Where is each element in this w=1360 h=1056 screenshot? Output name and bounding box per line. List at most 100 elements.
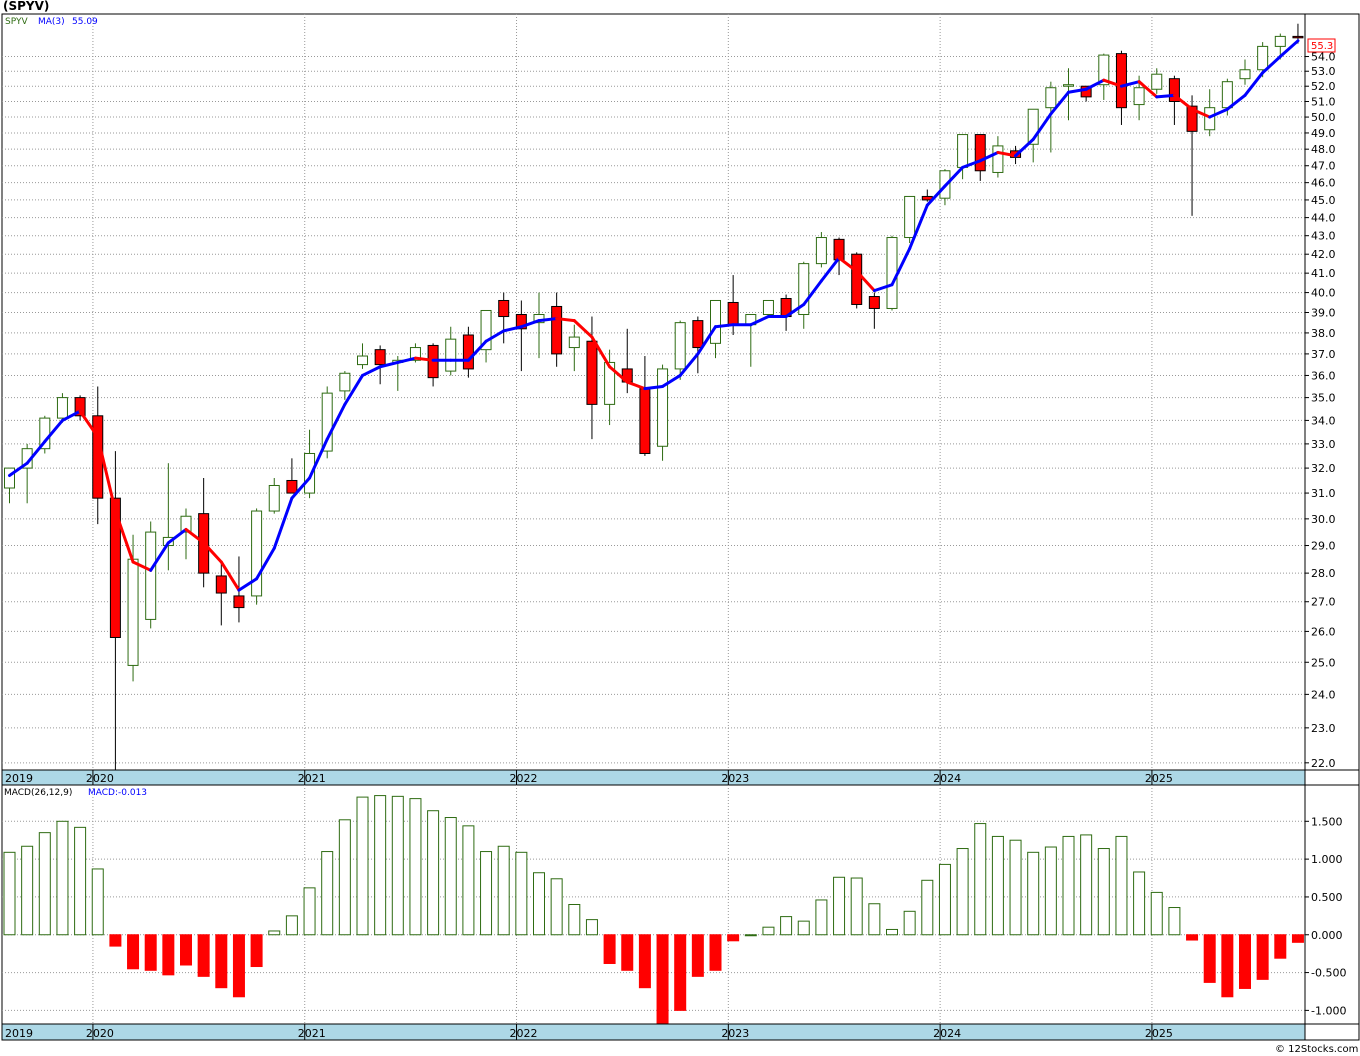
ma-segment [643, 384, 665, 391]
macd-bar [3, 851, 16, 936]
macd-bar [1203, 934, 1216, 983]
candle [1027, 108, 1039, 163]
price-tick-label: 42.0 [1311, 248, 1336, 261]
candle-body [233, 595, 245, 609]
macd-bar [868, 903, 881, 936]
price-tick-label: 54.0 [1311, 51, 1336, 64]
candle [515, 300, 527, 372]
macd-bar [1044, 846, 1057, 936]
macd-bar [1274, 934, 1287, 959]
macd-bar [1009, 839, 1022, 936]
macd-bar [109, 934, 122, 947]
candle-body [798, 263, 810, 316]
ma-segment [308, 437, 329, 480]
candle-body [180, 515, 192, 533]
candle [321, 386, 333, 459]
candle [339, 371, 351, 400]
price-tick-label: 24.0 [1311, 688, 1336, 701]
ma-segment [890, 247, 912, 287]
macd-bar [621, 934, 634, 971]
ma-segment [78, 409, 100, 439]
candle-body [815, 237, 827, 265]
price-axis-frame [1304, 13, 1360, 771]
candle [798, 261, 810, 329]
ma-segment [1225, 93, 1247, 111]
candle-body [357, 355, 368, 366]
time-axis-label: 2020 [86, 1027, 114, 1040]
candle-body [145, 531, 157, 620]
ma-segment [1031, 112, 1053, 141]
ma-segment [484, 329, 506, 343]
macd-bar [427, 810, 440, 936]
candle [1045, 81, 1057, 153]
price-tick-label: 35.0 [1311, 392, 1336, 405]
ma-segment [60, 409, 82, 422]
ma-segment [837, 256, 859, 273]
ma-segment [166, 527, 188, 545]
macd-bar [1027, 851, 1040, 936]
candle-body [109, 497, 121, 638]
ma-segment [608, 365, 629, 384]
time-axis-label: 2019 [5, 1027, 33, 1040]
candle [604, 349, 616, 426]
time-axis-label: 2025 [1145, 1027, 1173, 1040]
macd-bar [903, 910, 916, 936]
ma-segment [502, 325, 523, 333]
ma-segment [290, 476, 312, 500]
macd-bar [391, 795, 404, 936]
ma-segment [749, 315, 770, 327]
ma-segment [413, 356, 435, 362]
candle-body [462, 334, 474, 370]
macd-bar [603, 934, 616, 964]
macd-bar [568, 904, 581, 936]
ma-segment [1208, 107, 1229, 119]
candle-body [1168, 78, 1180, 102]
ma-segment [784, 302, 806, 319]
candle [268, 477, 280, 514]
candle [357, 343, 368, 369]
macd-bar [144, 934, 157, 971]
price-candles [4, 23, 1304, 781]
macd-bar [1256, 934, 1269, 980]
ma-segment [572, 319, 594, 339]
candle-body [1063, 84, 1074, 87]
ma-segment [255, 546, 276, 581]
candle-body [445, 338, 457, 372]
last-price-box [1307, 38, 1336, 53]
candle-body [498, 299, 510, 318]
ma-segment [625, 380, 647, 391]
candle-body [674, 322, 686, 370]
macd-bar [1168, 907, 1181, 936]
macd-bar [497, 845, 510, 936]
macd-bar [674, 934, 687, 1011]
candle-body [974, 134, 986, 172]
ma-segment [1014, 137, 1035, 158]
macd-bar [921, 879, 934, 936]
macd-bar [1133, 871, 1146, 936]
macd-bar [1115, 835, 1128, 936]
legend-ma-value: 55.09 [72, 17, 98, 27]
time-axis-label: 2020 [86, 772, 114, 785]
candle [498, 292, 510, 344]
time-axis-band [1, 769, 1306, 786]
price-tick-label: 36.0 [1311, 369, 1336, 382]
candle-body [56, 397, 68, 419]
macd-label: MACD(26,12,9) [4, 788, 72, 798]
price-panel-frame [1, 13, 1306, 771]
ma-segment [1261, 55, 1282, 75]
candle-body [374, 349, 386, 366]
price-tick-label: 43.0 [1311, 230, 1336, 243]
candle-body [886, 237, 898, 309]
candle [974, 134, 986, 181]
ma-segment [1190, 107, 1212, 119]
candle [74, 395, 86, 421]
candle [551, 292, 563, 367]
ma-segment [537, 317, 559, 323]
candle-body [1098, 54, 1110, 86]
candle-body [727, 301, 739, 326]
price-tick-label: 34.0 [1311, 414, 1336, 427]
ma-segment [184, 527, 206, 545]
macd-bar [409, 798, 422, 936]
price-tick-label: 49.0 [1311, 127, 1336, 140]
candle [374, 345, 386, 385]
